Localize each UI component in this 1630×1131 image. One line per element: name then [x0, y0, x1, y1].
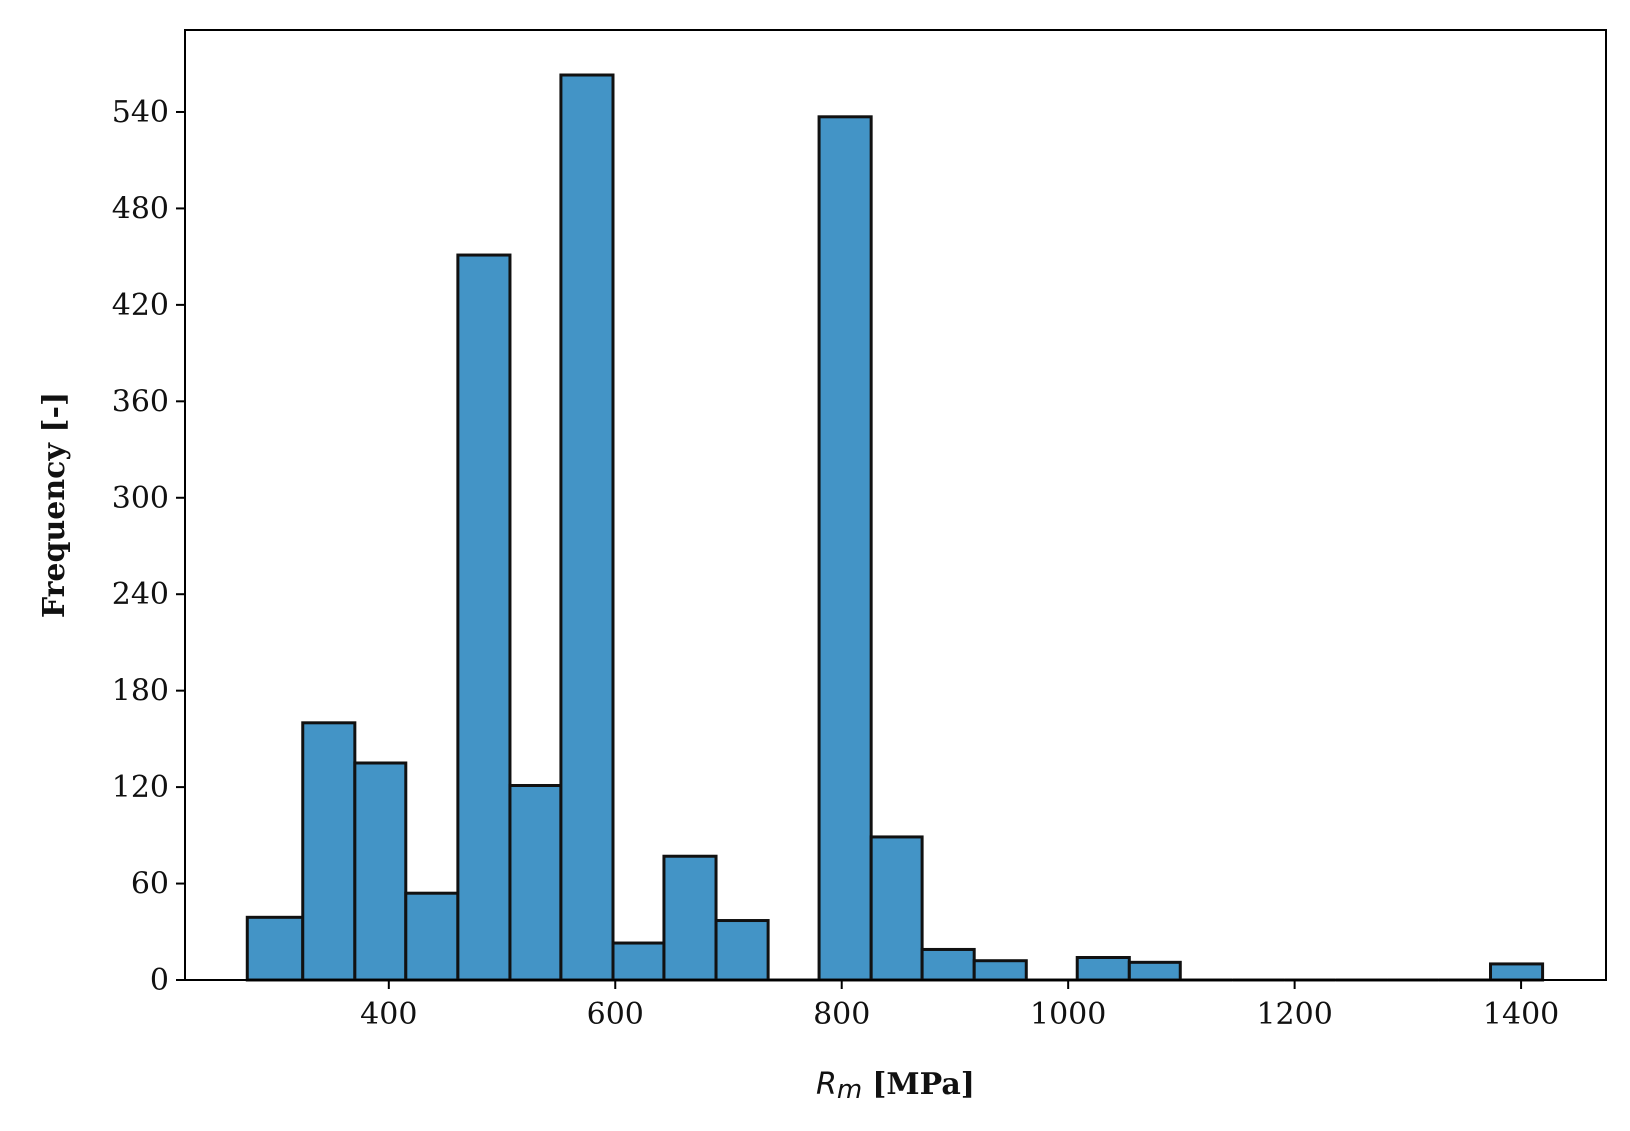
x-tick-label: 400 — [360, 997, 417, 1032]
x-axis-unit: [MPa] — [872, 1067, 975, 1102]
x-tick-label: 600 — [587, 997, 644, 1032]
histogram-bar — [817, 115, 873, 982]
histogram-bar — [456, 253, 512, 982]
plot-frame — [184, 29, 1607, 981]
y-tick-label: 240 — [112, 577, 169, 612]
histogram-bar — [353, 761, 408, 982]
y-tick-label: 0 — [150, 963, 169, 998]
x-tick-label: 1200 — [1256, 997, 1332, 1032]
x-tick-label: 800 — [813, 997, 870, 1032]
x-axis-subscript: m — [837, 1075, 862, 1105]
y-axis-ticks: 0 60 120 180 240 300 360 420 480 540 — [112, 95, 185, 998]
y-tick-label: 180 — [112, 674, 169, 709]
x-tick-label: 1000 — [1030, 997, 1106, 1032]
histogram-bar — [245, 915, 305, 982]
histogram-bar — [1489, 962, 1545, 982]
histogram-bar — [869, 835, 924, 982]
histogram-bar — [301, 721, 357, 982]
y-tick-label: 60 — [131, 867, 169, 902]
x-tick-label: 1400 — [1483, 997, 1559, 1032]
histogram-bar — [662, 854, 718, 982]
y-tick-label: 540 — [112, 95, 169, 130]
y-tick-label: 360 — [112, 384, 169, 419]
y-tick-label: 420 — [112, 288, 169, 323]
histogram-bar — [611, 941, 666, 982]
y-tick-label: 120 — [112, 770, 169, 805]
x-axis-symbol: R — [816, 1067, 837, 1102]
histogram-bar — [404, 891, 460, 982]
histogram-bar — [508, 783, 563, 982]
y-tick-label: 300 — [112, 481, 169, 516]
histogram-bar — [1127, 960, 1182, 982]
histogram-bar — [714, 919, 770, 982]
bars-layer — [245, 73, 1545, 982]
y-axis-title: Frequency [-] — [37, 392, 72, 618]
histogram-bar — [972, 959, 1028, 982]
histogram-bar — [1075, 955, 1131, 982]
histogram-bar — [559, 73, 615, 982]
x-axis-title: Rm [MPa] — [816, 1067, 975, 1105]
y-tick-label: 480 — [112, 191, 169, 226]
histogram-bar — [920, 947, 976, 982]
x-axis-ticks: 400 600 800 1000 1200 1400 — [360, 980, 1559, 1032]
